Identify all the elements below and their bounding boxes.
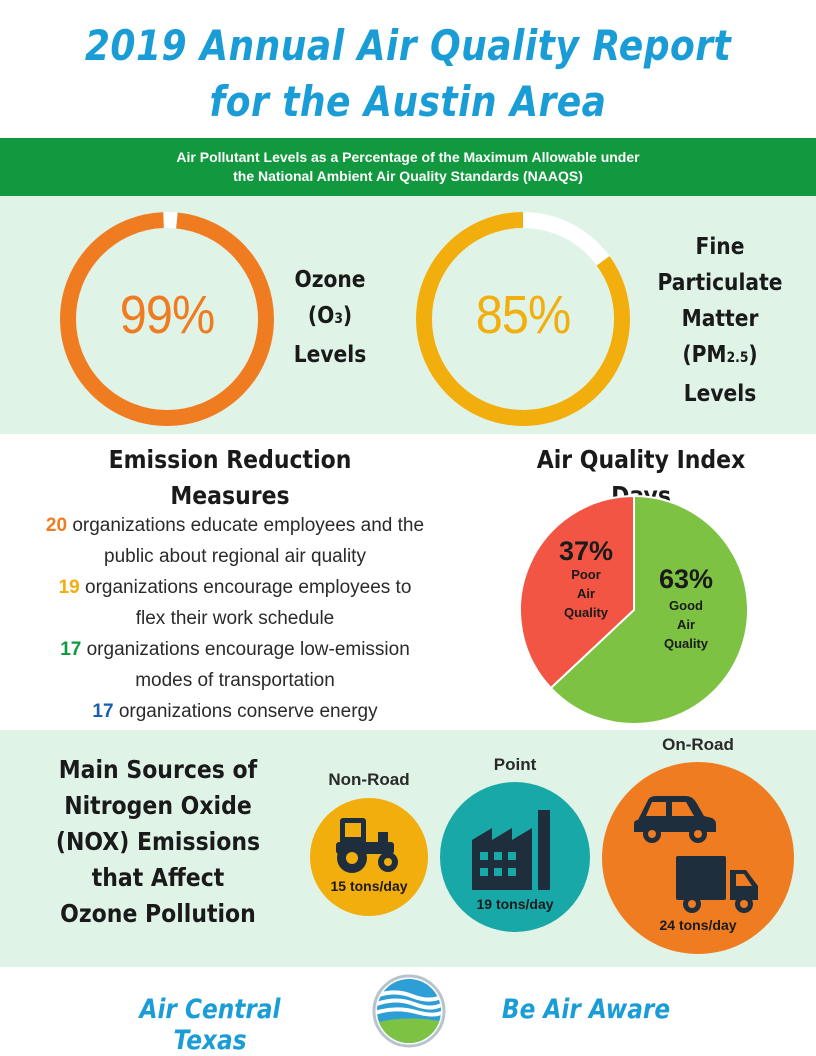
car-icon xyxy=(634,796,716,843)
report-title-line2: for the Austin Area xyxy=(209,77,607,126)
source-nonroad-circle xyxy=(310,798,428,916)
ozone-label-line2: (O3) xyxy=(307,303,353,329)
emission-heading: Emission Reduction Measures xyxy=(89,442,371,514)
truck-icon xyxy=(676,856,758,913)
source-point-name: Point xyxy=(493,755,537,774)
source-nonroad-name: Non-Road xyxy=(328,770,410,789)
measure-item: 17 organizations encourage low-emission xyxy=(60,639,410,660)
measure-item: 19 organizations encourage employees to xyxy=(58,577,412,598)
footer-be-air-aware: Be Air Aware xyxy=(501,994,671,1025)
pm25-label-line5: Levels xyxy=(683,381,757,407)
banner-line1: Air Pollutant Levels as a Percentage of … xyxy=(176,149,640,165)
pm25-label-line2: Particulate xyxy=(657,270,783,296)
report-title-line1: 2019 Annual Air Quality Report xyxy=(84,21,732,70)
ozone-percent: 99% xyxy=(119,285,215,345)
report-title: 2019 Annual Air Quality Report for the A… xyxy=(57,18,759,130)
pm25-ring xyxy=(416,212,630,426)
pollutant-levels-section xyxy=(0,196,816,434)
measure-item-cont: flex their work schedule xyxy=(135,608,335,629)
pie-poor-percent: 37% xyxy=(558,536,614,566)
source-point-value: 19 tons/day xyxy=(476,896,554,912)
source-nonroad-value: 15 tons/day xyxy=(330,878,408,894)
ozone-ring xyxy=(60,212,274,426)
measure-item: 17 organizations conserve energy xyxy=(92,701,378,722)
measures-list: 20 organizations educate employees and t… xyxy=(10,510,460,727)
naaqs-banner: Air Pollutant Levels as a Percentage of … xyxy=(0,138,816,196)
source-onroad-value: 24 tons/day xyxy=(659,917,737,933)
pm25-label-line3: Matter xyxy=(681,306,759,332)
sources-heading: Main Sources of Nitrogen Oxide (NOX) Emi… xyxy=(55,755,261,928)
pie-slice-poor xyxy=(519,494,635,690)
ozone-label-line3: Levels xyxy=(293,342,367,368)
air-central-texas-logo xyxy=(372,974,446,1048)
pie-poor-label: Poor Air Quality xyxy=(563,567,609,620)
pie-slice-good xyxy=(549,494,749,725)
measure-item-cont: modes of transportation xyxy=(135,670,335,691)
pm25-label-line1: Fine xyxy=(695,234,745,260)
footer-air-central-texas: Air Central Texas xyxy=(139,994,281,1056)
banner-line2: the National Ambient Air Quality Standar… xyxy=(233,168,583,184)
pm25-percent: 85% xyxy=(475,285,571,345)
source-onroad-name: On-Road xyxy=(662,735,734,754)
emission-heading-line2: Measures xyxy=(170,481,290,510)
pie-good-label: Good Air Quality xyxy=(663,598,709,651)
aqi-pie-chart xyxy=(519,494,749,725)
pm25-label-line4: (PM2.5) xyxy=(682,342,758,368)
factory-icon xyxy=(472,810,550,890)
pie-good-percent: 63% xyxy=(658,564,714,594)
measure-item-cont: public about regional air quality xyxy=(104,546,366,567)
ozone-label-line1: Ozone xyxy=(294,267,366,293)
measure-item: 20 organizations educate employees and t… xyxy=(45,515,425,536)
emission-heading-line1: Emission Reduction xyxy=(108,445,352,474)
ozone-label: Ozone (O3) Levels xyxy=(279,262,381,373)
pm25-label: Fine Particulate Matter (PM2.5) Levels xyxy=(643,229,798,412)
tractor-icon xyxy=(336,818,398,873)
